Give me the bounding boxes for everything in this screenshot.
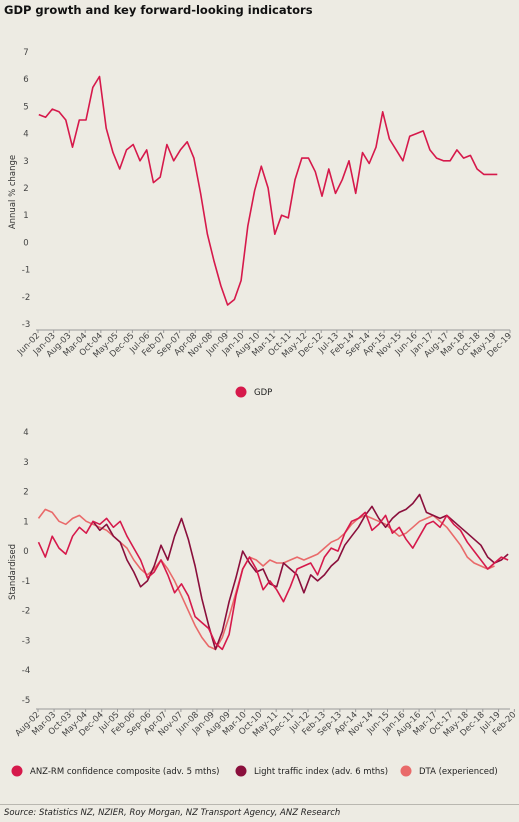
legend-label-dta: DTA (experienced) [419, 767, 498, 777]
gdp-legend: GDP [235, 386, 272, 398]
chart-title: GDP growth and key forward-looking indic… [4, 3, 313, 17]
gdp-chart: 7 6 5 4 3 2 1 0 -1 -2 -3 Jun-02Jan-03Aug-03Mar-04O… [8, 48, 514, 398]
indicators-y-tick-label: -1 [22, 577, 30, 587]
gdp-y-tick-label: -2 [22, 293, 30, 303]
footer-divider [0, 804, 519, 805]
gdp-series [38, 75, 498, 306]
gdp-series-line-0 [38, 75, 498, 306]
gdp-y-tick-label: -1 [22, 266, 30, 276]
indicators-y-tick-label: 1 [23, 517, 28, 527]
gdp-y-tick-label: 3 [23, 157, 28, 167]
indicators-y-tick-label: 2 [23, 488, 28, 498]
legend-marker-gdp [235, 386, 247, 398]
legend-label-gdp: GDP [254, 388, 272, 398]
indicators-y-tick-label: -5 [22, 696, 30, 706]
gdp-y-tick-label: -3 [22, 320, 30, 330]
legend-marker-traffic [235, 765, 247, 777]
gdp-y-ticks: 7 6 5 4 3 2 1 0 -1 -2 -3 [22, 48, 30, 330]
legend-label-anz: ANZ-RM confidence composite (adv. 5 mths… [30, 767, 219, 777]
source-note: Source: Statistics NZ, NZIER, Roy Morgan… [4, 808, 341, 818]
indicators-y-ticks: 4 3 2 1 0 -1 -2 -3 -4 -5 [22, 428, 30, 706]
gdp-x-ticks: Jun-02Jan-03Aug-03Mar-04Oct-04May-05Dec-… [15, 330, 514, 360]
legend-label-traffic: Light traffic index (adv. 6 mths) [254, 767, 388, 777]
indicators-y-tick-label: 4 [23, 428, 28, 438]
gdp-y-tick-label: 5 [23, 102, 28, 112]
indicators-y-tick-label: -3 [22, 636, 30, 646]
indicators-y-tick-label: -4 [22, 666, 30, 676]
gdp-y-tick-label: 1 [23, 211, 28, 221]
gdp-y-tick-label: 6 [23, 75, 28, 85]
indicators-y-axis-label: Standardised [8, 544, 18, 600]
gdp-y-tick-label: 4 [23, 130, 28, 140]
indicators-y-tick-label: 0 [23, 547, 28, 557]
indicators-series [37, 493, 509, 651]
indicators-series-line-0 [37, 511, 509, 651]
indicators-y-tick-label: 3 [23, 458, 28, 468]
gdp-y-tick-label: 0 [23, 238, 28, 248]
indicators-y-tick-label: -2 [22, 607, 30, 617]
indicators-series-line-1 [92, 493, 509, 651]
indicators-chart: 4 3 2 1 0 -1 -2 -3 -4 -5 Aug-02Mar-03Oct-03May-04… [8, 428, 518, 777]
gdp-y-tick-label: 2 [23, 184, 28, 194]
indicators-x-ticks: Aug-02Mar-03Oct-03May-04Dec-04Jul-05Feb-… [13, 709, 518, 739]
legend-marker-anz [11, 765, 23, 777]
indicators-series-line-2 [37, 508, 495, 651]
gdp-y-axis-label: Annual % change [8, 155, 18, 229]
legend-marker-dta [400, 765, 412, 777]
indicators-legend: ANZ-RM confidence composite (adv. 5 mths… [11, 765, 498, 777]
gdp-y-tick-label: 7 [23, 48, 28, 58]
